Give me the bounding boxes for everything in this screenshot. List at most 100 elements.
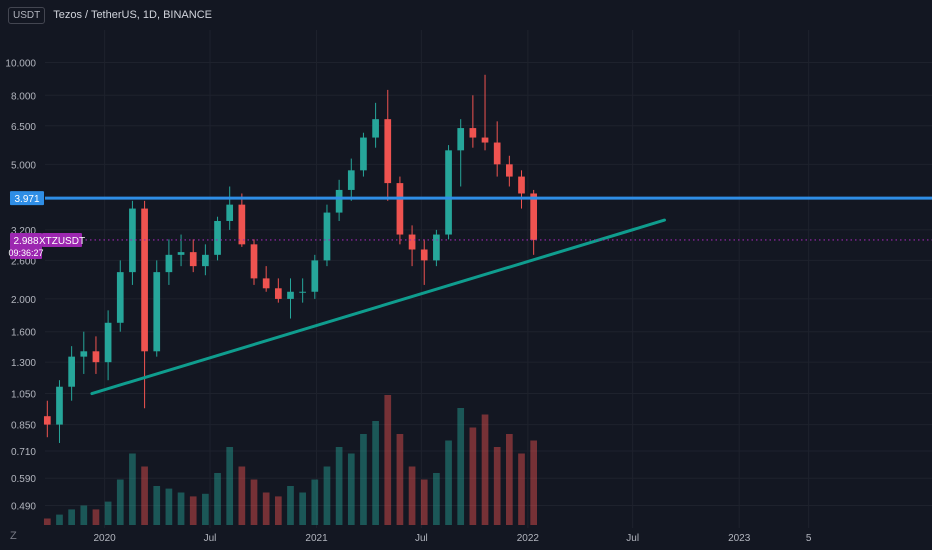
volume-bar xyxy=(530,440,538,525)
volume-bar xyxy=(250,479,258,525)
candle-body xyxy=(408,234,416,250)
volume-bar xyxy=(214,473,221,525)
candle-body xyxy=(274,288,282,299)
candlestick-series xyxy=(43,74,538,443)
y-tick-label: 2.600 xyxy=(11,256,36,267)
y-tick-label: 0.490 xyxy=(11,501,36,512)
volume-bar xyxy=(129,453,136,525)
candle-body xyxy=(372,119,379,138)
chart-header: USDT Tezos / TetherUS, 1D, BINANCE xyxy=(0,0,932,30)
volume-bar xyxy=(396,434,404,525)
candle-body xyxy=(141,208,148,352)
x-tick-label: Jul xyxy=(626,533,639,544)
symbol-label: XTZUSDT xyxy=(39,236,85,247)
price-and-time-axes: 10.000 8.000 6.500 5.000 3.200 2.600 2.000 1.60… xyxy=(5,59,811,544)
volume-bar xyxy=(165,488,173,525)
candle-body xyxy=(262,278,270,289)
candle-body xyxy=(56,386,63,425)
y-tick-label: 6.500 xyxy=(11,122,36,133)
candle-body xyxy=(420,249,428,261)
volume-bar xyxy=(505,434,513,525)
volume-bar xyxy=(104,501,112,525)
candle-body xyxy=(360,137,367,171)
volume-bar xyxy=(384,395,392,525)
volume-bar xyxy=(116,479,124,525)
volume-bar xyxy=(226,447,234,525)
candle-body xyxy=(129,208,136,273)
candle-body xyxy=(92,351,100,363)
candle-body xyxy=(481,137,489,143)
candle-body xyxy=(43,416,51,425)
y-tick-label: 2.000 xyxy=(11,295,36,306)
candle-body xyxy=(153,272,161,352)
volume-bar xyxy=(43,518,51,525)
x-tick-label: Jul xyxy=(415,533,428,544)
candle-body xyxy=(214,220,221,255)
symbol-badge xyxy=(42,232,82,247)
volume-bar xyxy=(153,486,161,525)
ascending-trendline xyxy=(90,218,667,396)
volume-bar xyxy=(469,427,477,525)
volume-bar xyxy=(481,414,489,525)
x-tick-label: 2022 xyxy=(517,533,540,544)
volume-bar xyxy=(80,505,88,525)
candle-body xyxy=(80,351,88,357)
y-tick-label: 0.710 xyxy=(11,447,36,458)
volume-bar xyxy=(493,447,501,525)
candle-body xyxy=(299,291,306,293)
volume-bar xyxy=(323,466,331,525)
candle-body xyxy=(384,119,392,184)
volume-bar xyxy=(274,496,282,525)
candle-body xyxy=(493,142,501,165)
x-tick-label: 2023 xyxy=(728,533,751,544)
y-tick-label: 0.590 xyxy=(11,474,36,485)
candle-body xyxy=(287,291,294,299)
candle-body xyxy=(238,204,246,245)
volume-bar xyxy=(445,440,452,525)
candle-body xyxy=(226,204,234,221)
volume-bar xyxy=(189,496,197,525)
candle-body xyxy=(457,128,465,151)
volume-bar xyxy=(202,493,209,525)
resistance-price-badge xyxy=(10,191,44,206)
last-price-label: 2.988 xyxy=(13,236,38,247)
volume-bar xyxy=(262,492,270,525)
currency-selector-button[interactable]: USDT xyxy=(8,6,46,24)
candle-body xyxy=(250,244,258,279)
resistance-price-label: 3.971 xyxy=(14,194,39,205)
candle-body xyxy=(202,254,209,267)
volume-bar xyxy=(177,492,185,525)
y-tick-label: 1.300 xyxy=(11,358,36,369)
candle-body xyxy=(311,260,319,292)
x-tick-label: 5 xyxy=(806,533,812,544)
y-tick-label: 8.000 xyxy=(11,91,36,102)
zoom-button[interactable]: Z xyxy=(10,530,17,542)
countdown-label: 09:36:27 xyxy=(8,248,43,258)
volume-bar xyxy=(141,466,148,525)
y-tick-label: 5.000 xyxy=(11,160,36,171)
x-tick-label: Jul xyxy=(204,533,217,544)
x-tick-label: 2021 xyxy=(305,533,328,544)
candle-body xyxy=(445,150,452,235)
y-tick-label: 3.200 xyxy=(11,226,36,237)
volume-bar xyxy=(335,447,343,525)
volume-bar xyxy=(311,479,319,525)
volume-bar xyxy=(56,514,63,525)
volume-bar xyxy=(68,509,75,525)
volume-bar xyxy=(518,453,525,525)
volume-bar xyxy=(287,486,294,525)
last-price-badge xyxy=(10,232,42,259)
volume-bar xyxy=(92,509,100,525)
volume-bar xyxy=(408,466,416,525)
volume-bar xyxy=(372,421,379,525)
drawing-layer[interactable] xyxy=(45,196,932,396)
volume-bar xyxy=(299,492,306,525)
volume-bar xyxy=(433,473,440,525)
candle-body xyxy=(189,252,197,267)
volume-bar xyxy=(457,408,465,525)
symbol-title: Tezos / TetherUS, 1D, BINANCE xyxy=(53,9,212,21)
y-tick-label: 1.050 xyxy=(11,390,36,401)
candle-body xyxy=(530,193,538,240)
candle-body xyxy=(323,212,331,261)
